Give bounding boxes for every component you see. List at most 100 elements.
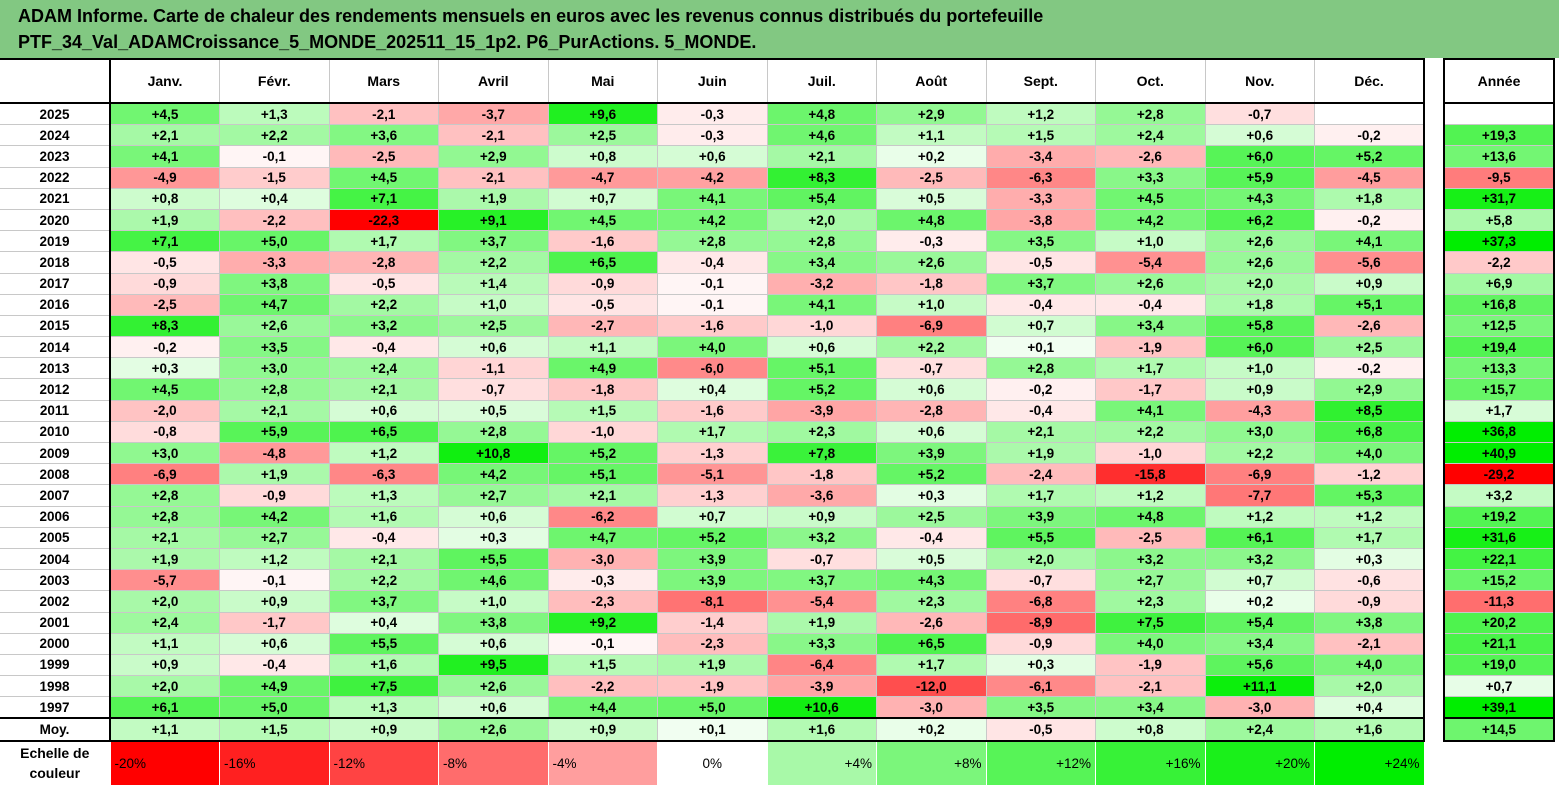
year-label: 2006 xyxy=(0,505,111,528)
heatmap-cell: -1,9 xyxy=(1095,653,1206,677)
heatmap-cell: -4,8 xyxy=(219,441,330,465)
heatmap-cell: -0,7 xyxy=(1204,102,1315,126)
gap-cell xyxy=(1424,124,1444,146)
gap-cell xyxy=(1424,378,1444,401)
average-cell: +1,6 xyxy=(1314,717,1425,742)
heatmap-row: 2007 +2,8 -0,9 +1,3 +2,7 +2,1 -1,3 -3,6 +0,3 +1,7… xyxy=(0,484,1555,507)
heatmap-cell: +0,3 xyxy=(438,526,549,549)
heatmap-cell: -1,3 xyxy=(657,484,768,507)
heatmap-cell: +2,1 xyxy=(328,547,439,571)
heatmap-cell: -6,9 xyxy=(109,463,220,486)
heatmap-cell: +2,4 xyxy=(1095,124,1206,147)
heatmap-cell: +1,2 xyxy=(328,441,439,465)
year-label: 2017 xyxy=(0,272,111,295)
heatmap-cell: +0,8 xyxy=(547,145,658,168)
gap-cell xyxy=(1424,696,1444,719)
heatmap-cell: -3,0 xyxy=(876,696,987,719)
heatmap-cell: -22,3 xyxy=(328,208,439,232)
annual-cell: +5,8 xyxy=(1443,208,1555,232)
heatmap-cell: +2,6 xyxy=(1204,251,1315,274)
heatmap-cell: +2,3 xyxy=(876,590,987,613)
heatmap-cell: -2,1 xyxy=(438,124,549,147)
heatmap-cell: -2,5 xyxy=(876,166,987,189)
heatmap-cell: +3,4 xyxy=(1095,314,1206,338)
heatmap-cell: +3,2 xyxy=(328,314,439,338)
average-cell: +0,8 xyxy=(1095,717,1206,742)
heatmap-cell: +3,7 xyxy=(766,569,877,592)
heatmap-cell: +2,0 xyxy=(109,590,220,613)
heatmap-cell: +6,1 xyxy=(1204,526,1315,549)
heatmap-row: 2018 -0,5 -3,3 -2,8 +2,2 +6,5 -0,4 +3,4 +2,6 -0,5… xyxy=(0,251,1555,274)
average-cell: +2,6 xyxy=(438,717,549,742)
heatmap-cell: +4,8 xyxy=(766,102,877,126)
heatmap-cell: -6,3 xyxy=(328,463,439,486)
heatmap-cell: -0,2 xyxy=(1314,124,1425,147)
average-cell: +1,5 xyxy=(219,717,330,742)
corner-cell xyxy=(0,58,111,104)
heatmap-row: 2012 +4,5 +2,8 +2,1 -0,7 -1,8 +0,4 +5,2 +0,6 -0,2… xyxy=(0,378,1555,401)
heatmap-cell: +5,5 xyxy=(328,632,439,655)
heatmap-cell: +0,6 xyxy=(438,696,549,719)
annual-cell: -11,3 xyxy=(1443,590,1555,613)
heatmap-row: 2014 -0,2 +3,5 -0,4 +0,6 +1,1 +4,0 +0,6 +2,2 +0,1… xyxy=(0,336,1555,359)
heatmap-cell: +1,0 xyxy=(1204,357,1315,380)
year-label: 2024 xyxy=(0,124,111,147)
color-scale-label-line-1: Echelle de xyxy=(20,745,90,762)
heatmap-cell: +0,9 xyxy=(1204,378,1315,401)
heatmap-cell: +6,5 xyxy=(876,632,987,655)
heatmap-cell: +4,5 xyxy=(328,166,439,189)
heatmap-cell: -0,6 xyxy=(1314,569,1425,592)
heatmap-cell: -1,6 xyxy=(547,230,658,253)
heatmap-cell: -0,7 xyxy=(438,378,549,401)
heatmap-cell: +4,8 xyxy=(876,208,987,232)
heatmap-cell: +1,5 xyxy=(547,653,658,677)
gap-cell xyxy=(1424,103,1444,125)
heatmap-cell: +2,3 xyxy=(1095,590,1206,613)
heatmap-row: 2023 +4,1 -0,1 -2,5 +2,9 +0,8 +0,6 +2,1 +0,2 -3,4… xyxy=(0,145,1555,168)
heatmap-cell: +5,5 xyxy=(438,547,549,571)
heatmap-cell: +2,8 xyxy=(657,230,768,253)
heatmap-cell: +4,7 xyxy=(547,526,658,549)
heatmap-cell: -1,6 xyxy=(657,399,768,422)
heatmap-cell: -0,9 xyxy=(985,632,1096,655)
heatmap-cell: +1,1 xyxy=(547,336,658,359)
gap-cell xyxy=(1424,59,1444,103)
heatmap-cell: +4,2 xyxy=(1095,208,1206,232)
heatmap-cell: +6,0 xyxy=(1204,336,1315,359)
gap-cell xyxy=(1424,484,1444,507)
year-label: 2022 xyxy=(0,166,111,189)
color-scale-tick-label: -8% xyxy=(443,755,468,771)
annual-cell: +31,7 xyxy=(1443,187,1555,210)
heatmap-cell: -0,8 xyxy=(109,420,220,444)
heatmap-cell: -2,5 xyxy=(328,145,439,168)
heatmap-cell: +2,5 xyxy=(876,505,987,528)
heatmap-cell: +1,7 xyxy=(328,230,439,253)
heatmap-cell: -0,7 xyxy=(766,547,877,571)
heatmap-cell: -1,8 xyxy=(766,463,877,486)
heatmap-cell: +3,9 xyxy=(985,505,1096,528)
heatmap-cell: +5,8 xyxy=(1204,314,1315,338)
heatmap-cell: -2,4 xyxy=(985,463,1096,486)
heatmap-row: 2011 -2,0 +2,1 +0,6 +0,5 +1,5 -1,6 -3,9 -2,8 -0,4… xyxy=(0,399,1555,422)
color-scale-tick-label: +20% xyxy=(1275,755,1310,771)
heatmap-cell: +0,9 xyxy=(109,653,220,677)
heatmap-cell: +5,2 xyxy=(547,441,658,465)
heatmap-cell: +3,7 xyxy=(328,590,439,613)
heatmap-cell: +1,9 xyxy=(438,187,549,210)
heatmap-cell: +5,4 xyxy=(766,187,877,210)
heatmap-cell: -5,7 xyxy=(109,569,220,592)
heatmap-cell: +3,5 xyxy=(985,696,1096,719)
heatmap-cell: +2,1 xyxy=(109,526,220,549)
heatmap-cell: +6,2 xyxy=(1204,208,1315,232)
heatmap-cell: +2,4 xyxy=(328,357,439,380)
heatmap-cell: -3,2 xyxy=(766,272,877,295)
heatmap-cell: -0,9 xyxy=(219,484,330,507)
heatmap-cell: +5,1 xyxy=(766,357,877,380)
heatmap-cell: +4,9 xyxy=(547,357,658,380)
heatmap-cell: +4,5 xyxy=(547,208,658,232)
heatmap-cell: +0,6 xyxy=(219,632,330,655)
heatmap-row: 1997 +6,1 +5,0 +1,3 +0,6 +4,4 +5,0 +10,6 -3,0 +3,… xyxy=(0,696,1555,719)
heatmap-cell: +1,3 xyxy=(328,696,439,719)
heatmap-cell: +2,9 xyxy=(438,145,549,168)
gap-cell xyxy=(1424,357,1444,379)
